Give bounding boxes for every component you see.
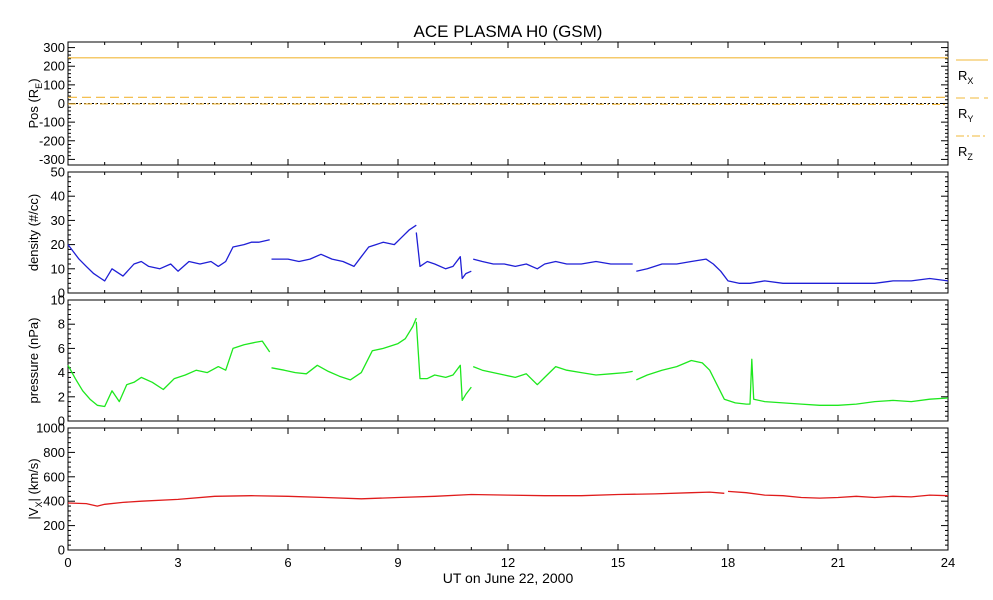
data-series-line <box>636 358 949 406</box>
data-series-line <box>472 365 633 386</box>
legend-label-sub: Z <box>967 152 973 162</box>
y-tick-label: 8 <box>58 317 65 332</box>
y-tick-label: 100 <box>43 77 65 92</box>
data-series-line <box>636 258 949 284</box>
x-tick-label: 15 <box>611 555 625 570</box>
y-tick-label: 10 <box>51 261 65 276</box>
y-axis-label: pressure (nPa) <box>26 318 41 404</box>
y-axis-label-end: | (km/s) <box>26 458 41 501</box>
y-tick-label: -100 <box>39 115 65 130</box>
position-series-line <box>67 103 949 105</box>
legend-label: RX <box>958 68 973 86</box>
y-tick-label: -300 <box>39 152 65 167</box>
y-axis-label: density (#/cc) <box>26 194 41 271</box>
y-tick-label: 6 <box>58 341 65 356</box>
panel-density: 50 40 30 20 10 0 density (#/cc) <box>26 165 949 301</box>
x-tick-label: 24 <box>941 555 955 570</box>
legend-label: RY <box>958 106 973 124</box>
data-series-line <box>67 239 270 282</box>
data-series-line <box>473 258 633 270</box>
y-tick-label: 40 <box>51 189 65 204</box>
data-series-line <box>727 490 949 499</box>
legend-label-sub: X <box>967 76 973 86</box>
legend-label-main: R <box>958 144 967 159</box>
y-tick-label: 30 <box>51 213 65 228</box>
y-tick-label: -200 <box>39 133 65 148</box>
y-tick-label: 0 <box>58 414 65 429</box>
data-series-line <box>415 232 472 280</box>
x-tick-label: 9 <box>394 555 401 570</box>
y-tick-label: 0 <box>58 543 65 558</box>
legend-label-main: R <box>958 68 967 83</box>
data-series-line <box>271 224 417 268</box>
y-tick-label: 1000 <box>36 421 65 436</box>
y-axis-label-main: |V <box>26 507 41 519</box>
y-axis-label: Pos (RE) <box>26 78 44 128</box>
x-tick-label: 21 <box>831 555 845 570</box>
y-axis-label: |VX| (km/s) <box>26 458 44 519</box>
panel-velocity: 1000 800 600 400 200 0 |VX| (km/s) <box>26 421 949 558</box>
y-tick-label: 400 <box>43 494 65 509</box>
legend-label: RZ <box>958 144 973 162</box>
x-axis-label: UT on June 22, 2000 <box>443 570 574 586</box>
y-tick-label: 50 <box>51 165 65 180</box>
legend-label-main: R <box>958 106 967 121</box>
y-tick-label: 0 <box>58 96 65 111</box>
y-tick-label: 20 <box>51 237 65 252</box>
y-tick-label: 800 <box>43 445 65 460</box>
y-tick-label: 10 <box>51 293 65 308</box>
y-tick-label: 300 <box>43 40 65 55</box>
chart-title: ACE PLASMA H0 (GSM) <box>414 22 603 41</box>
legend-label-sub: Y <box>967 114 973 124</box>
panel-pressure: 10 8 6 4 2 0 pressure (nPa) <box>26 293 949 429</box>
x-tick-label: 3 <box>174 555 181 570</box>
y-axis-label-main: Pos (R <box>26 89 41 129</box>
data-series-line <box>67 491 725 507</box>
x-tick-label: 0 <box>64 555 71 570</box>
plot-frame <box>67 299 949 422</box>
plot-frame <box>67 427 949 551</box>
plot-frame <box>67 171 949 294</box>
y-tick-label: 2 <box>58 389 65 404</box>
y-axis-label-sub: E <box>34 83 44 89</box>
data-series-line <box>271 317 417 381</box>
y-axis-label-end: ) <box>26 78 41 82</box>
y-tick-label: 200 <box>43 518 65 533</box>
data-series-line <box>415 321 472 402</box>
x-tick-label: 6 <box>284 555 291 570</box>
y-tick-label: 200 <box>43 59 65 74</box>
y-tick-label: 0 <box>58 286 65 301</box>
y-axis-label-sub: X <box>34 502 44 508</box>
y-tick-label: 4 <box>58 365 65 380</box>
x-tick-label: 12 <box>501 555 515 570</box>
x-tick-label: 18 <box>721 555 735 570</box>
y-tick-label: 600 <box>43 469 65 484</box>
x-axis-tick-labels: 0 3 6 9 12 15 18 21 24 <box>64 555 955 570</box>
data-series-line <box>67 340 271 408</box>
